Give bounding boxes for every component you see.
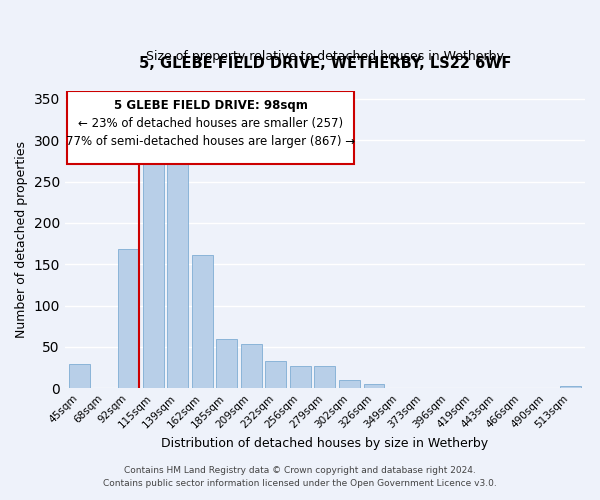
Bar	[143, 159, 164, 388]
FancyBboxPatch shape	[67, 90, 353, 164]
Bar	[118, 250, 139, 388]
Bar	[69, 364, 90, 388]
Bar	[290, 366, 311, 388]
Bar	[217, 338, 237, 388]
Bar	[314, 366, 335, 388]
Bar	[364, 384, 385, 388]
Text: 77% of semi-detached houses are larger (867) →: 77% of semi-detached houses are larger (…	[66, 135, 355, 148]
Text: 5, GLEBE FIELD DRIVE, WETHERBY, LS22 6WF: 5, GLEBE FIELD DRIVE, WETHERBY, LS22 6WF	[139, 56, 511, 71]
Bar	[167, 148, 188, 388]
Bar	[241, 344, 262, 388]
Y-axis label: Number of detached properties: Number of detached properties	[15, 141, 28, 338]
Bar	[192, 255, 212, 388]
X-axis label: Distribution of detached houses by size in Wetherby: Distribution of detached houses by size …	[161, 437, 488, 450]
Title: Size of property relative to detached houses in Wetherby: Size of property relative to detached ho…	[146, 50, 504, 63]
Bar	[265, 361, 286, 388]
Text: 5 GLEBE FIELD DRIVE: 98sqm: 5 GLEBE FIELD DRIVE: 98sqm	[113, 100, 307, 112]
Text: ← 23% of detached houses are smaller (257): ← 23% of detached houses are smaller (25…	[78, 118, 343, 130]
Bar	[339, 380, 360, 388]
Text: Contains HM Land Registry data © Crown copyright and database right 2024.
Contai: Contains HM Land Registry data © Crown c…	[103, 466, 497, 487]
Bar	[560, 386, 581, 388]
